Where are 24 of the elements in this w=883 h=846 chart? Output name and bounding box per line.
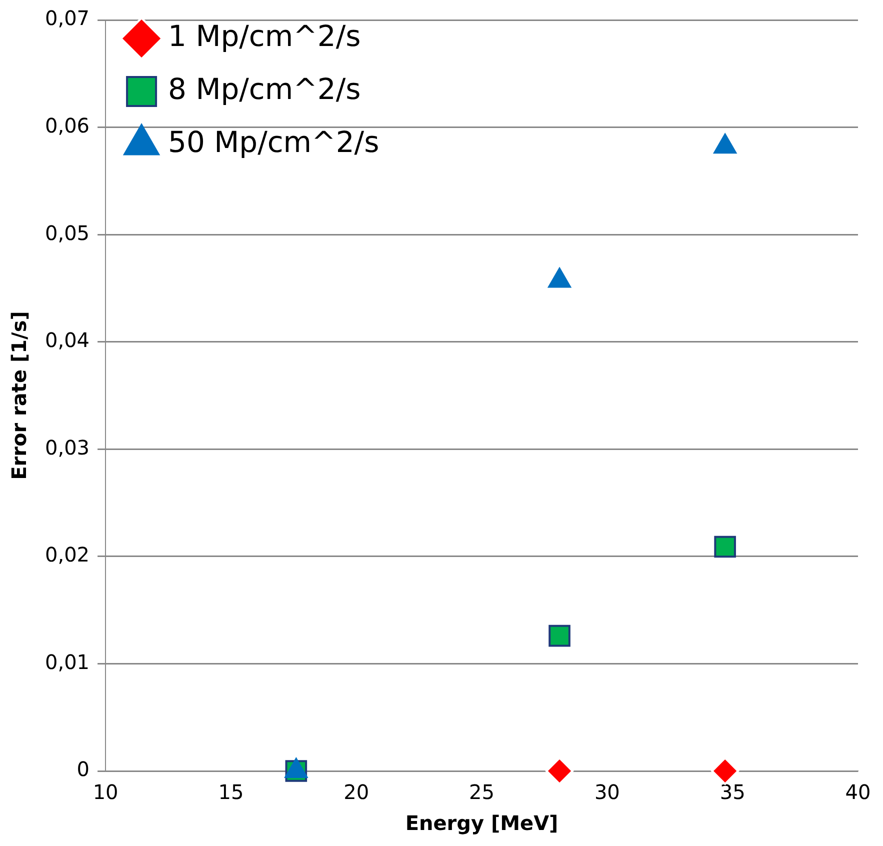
legend-label: 8 Mp/cm^2/s: [168, 72, 361, 106]
y-tick-label: 0: [76, 757, 90, 782]
point: [548, 267, 572, 288]
y-tick-label: 0,06: [45, 113, 90, 138]
y-tick-label: 0,01: [45, 650, 90, 674]
x-tick-label: 40: [845, 780, 871, 804]
x-tick-label: 30: [594, 780, 620, 804]
legend-label: 1 Mp/cm^2/s: [168, 19, 361, 54]
point: [714, 536, 736, 558]
y-tick-label: 0,03: [45, 435, 90, 460]
legend-label: 50 Mp/cm^2/s: [168, 125, 380, 160]
x-tick-label: 25: [469, 780, 494, 804]
x-axis-title: Energy [MeV]: [405, 811, 558, 836]
x-tick-label: 15: [218, 780, 244, 804]
y-axis-title: Error rate [1/s]: [7, 311, 32, 480]
x-tick-label: 20: [344, 780, 370, 804]
y-tick-label: 0,05: [45, 220, 90, 245]
y-tick-label: 0,07: [45, 6, 90, 30]
y-tick-label: 0,04: [45, 328, 90, 352]
x-tick-label: 35: [720, 780, 746, 804]
y-tick-label: 0,02: [45, 542, 90, 567]
point: [548, 624, 570, 647]
point: [713, 133, 737, 154]
x-tick-label: 10: [92, 780, 118, 804]
